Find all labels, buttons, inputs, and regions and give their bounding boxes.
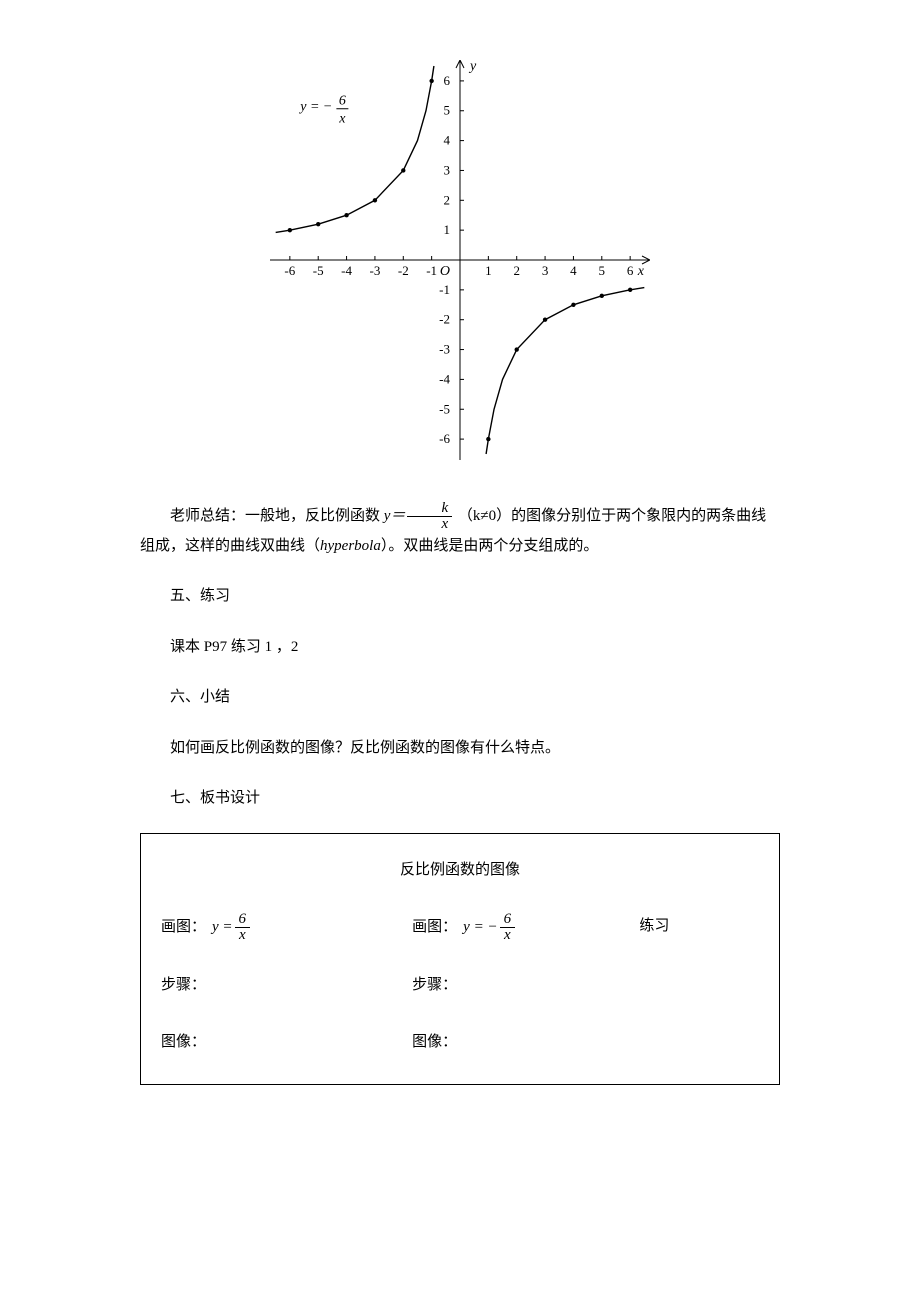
svg-text:5: 5 <box>599 263 606 278</box>
teacher-summary: 老师总结：一般地，反比例函数 y＝kx （k≠0）的图像分别位于两个象限内的两条… <box>140 501 780 561</box>
svg-text:3: 3 <box>444 162 451 177</box>
svg-text:3: 3 <box>542 263 549 278</box>
summary-after: ）。双曲线是由两个分支组成的。 <box>381 538 599 554</box>
svg-text:-2: -2 <box>439 312 450 327</box>
col2-draw-label: 画图： <box>412 913 457 942</box>
col1-frac: 6x <box>235 912 251 943</box>
svg-text:5: 5 <box>444 103 451 118</box>
col2-yeq: y = − <box>463 913 497 942</box>
sec5-heading: 五、练习 <box>140 582 780 611</box>
svg-text:-4: -4 <box>439 371 450 386</box>
svg-text:O: O <box>440 264 450 279</box>
svg-text:-2: -2 <box>398 263 409 278</box>
hyperbola-graph: -6 -5 -4 -3 -2 -1 1 2 3 4 5 6 -6 -5 -4 -3 -2 -1 1 2 3 4 5 6 Ox y y… <box>140 60 780 471</box>
frac-den: x <box>235 928 251 943</box>
sec5-body: 课本 P97 练习 1 ，2 <box>140 633 780 662</box>
svg-text:-6: -6 <box>284 263 295 278</box>
col1-yeq: y = <box>212 913 233 942</box>
frac-num: 6 <box>235 912 251 928</box>
svg-text:-1: -1 <box>439 282 450 297</box>
board-col2: 画图： y = − 6x 步骤： 图像： <box>412 912 639 1056</box>
svg-text:x: x <box>338 112 346 127</box>
board-design-box: 反比例函数的图像 画图： y = 6x 步骤： 图像： 画图： y = − 6x… <box>140 833 780 1086</box>
sec7-heading: 七、板书设计 <box>140 784 780 813</box>
board-title: 反比例函数的图像 <box>161 856 759 885</box>
svg-text:2: 2 <box>513 263 520 278</box>
svg-text:6: 6 <box>627 263 634 278</box>
svg-text:-1: -1 <box>426 263 437 278</box>
sec6-heading: 六、小结 <box>140 683 780 712</box>
svg-text:2: 2 <box>444 192 451 207</box>
svg-text:-5: -5 <box>313 263 324 278</box>
svg-text:-3: -3 <box>370 263 381 278</box>
sec6-body: 如何画反比例函数的图像？反比例函数的图像有什么特点。 <box>140 734 780 763</box>
svg-text:x: x <box>637 264 645 279</box>
svg-text:4: 4 <box>444 133 451 148</box>
col1-image: 图像： <box>161 1028 412 1057</box>
board-col3: 练习 <box>639 912 759 1056</box>
frac-den: x <box>500 928 516 943</box>
col2-steps: 步骤： <box>412 971 639 1000</box>
svg-text:-4: -4 <box>341 263 352 278</box>
svg-text:y: y <box>468 60 477 74</box>
summary-frac: kx <box>407 501 452 532</box>
summary-yeq: y＝ <box>380 507 405 523</box>
svg-text:-3: -3 <box>439 342 450 357</box>
svg-text:4: 4 <box>570 263 577 278</box>
col2-frac: 6x <box>500 912 516 943</box>
svg-text:6: 6 <box>339 94 346 109</box>
col1-steps: 步骤： <box>161 971 412 1000</box>
frac-den: x <box>407 517 452 532</box>
col3-practice: 练习 <box>639 912 759 941</box>
svg-text:-6: -6 <box>439 431 450 446</box>
col1-draw-label: 画图： <box>161 913 206 942</box>
board-col1: 画图： y = 6x 步骤： 图像： <box>161 912 412 1056</box>
frac-num: k <box>407 501 452 517</box>
hyperbola-term: hyperbola <box>320 538 381 554</box>
svg-text:-5: -5 <box>439 401 450 416</box>
svg-text:1: 1 <box>485 263 492 278</box>
svg-text:1: 1 <box>444 222 451 237</box>
summary-lead: 老师总结：一般地，反比例函数 <box>170 507 380 523</box>
col2-image: 图像： <box>412 1028 639 1057</box>
graph-svg: -6 -5 -4 -3 -2 -1 1 2 3 4 5 6 -6 -5 -4 -3 -2 -1 1 2 3 4 5 6 Ox y y… <box>270 60 650 460</box>
frac-num: 6 <box>500 912 516 928</box>
svg-text:y = −: y = − <box>298 100 332 115</box>
svg-text:6: 6 <box>444 73 451 88</box>
